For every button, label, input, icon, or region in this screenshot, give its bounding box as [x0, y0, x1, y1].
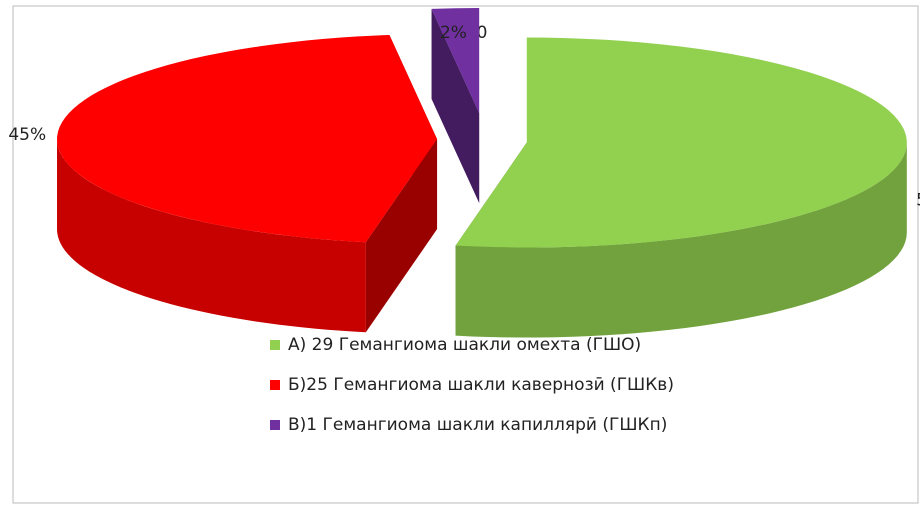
slice-side-shade — [455, 142, 907, 338]
slice-side-shade — [57, 139, 366, 333]
legend-swatch — [270, 380, 280, 390]
slice-wall-shade — [431, 8, 480, 204]
pie-slice — [57, 34, 438, 333]
slice-top — [455, 37, 907, 248]
slice-top — [57, 34, 438, 243]
legend-swatch — [270, 340, 280, 350]
pie-slice — [455, 37, 907, 338]
slice-top — [431, 8, 480, 114]
pie-slice — [431, 8, 480, 204]
data-label: 53% — [916, 191, 920, 211]
slice-side — [455, 142, 907, 338]
annotation: 0 — [477, 23, 488, 43]
data-label: 45% — [8, 125, 46, 145]
data-label: 2% — [440, 23, 467, 43]
legend-swatch — [270, 420, 280, 430]
slice-side — [57, 139, 366, 333]
legend-label: Б)25 Гемангиома шакли кавернозӣ (ГШКв) — [288, 375, 674, 395]
legend-label: А) 29 Гемангиома шакли омехта (ГШО) — [288, 335, 641, 355]
slice-wall — [431, 8, 480, 204]
legend-label: В)1 Гемангиома шакли капиллярӣ (ГШКп) — [288, 415, 667, 435]
